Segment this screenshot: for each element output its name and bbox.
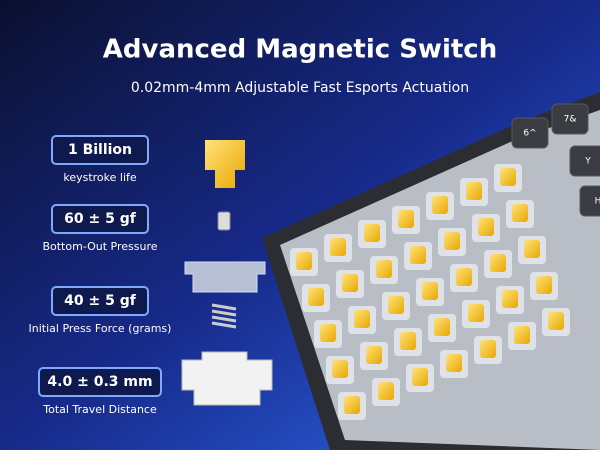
subtitle: 0.02mm-4mm Adjustable Fast Esports Actua… <box>131 80 469 96</box>
keyboard: 6^ 7&Y H <box>262 92 600 450</box>
spec-label: Initial Press Force (grams) <box>29 322 172 335</box>
switch-stem <box>490 254 506 272</box>
keycap-label: H <box>595 197 600 207</box>
switch-stem <box>456 268 472 286</box>
spec-box <box>51 204 149 234</box>
spec-value: 1 Billion <box>68 142 132 158</box>
switch-stem <box>500 168 516 186</box>
switch-stem <box>548 312 564 330</box>
keycap-label: Y <box>584 157 591 167</box>
switch-stem <box>444 232 460 250</box>
spec-label: Bottom-Out Pressure <box>42 240 157 253</box>
spec-value: 4.0 ± 0.3 mm <box>47 374 152 390</box>
switch-stem <box>400 332 416 350</box>
switch-stem <box>308 288 324 306</box>
switch-stem <box>366 346 382 364</box>
keycap <box>579 185 600 217</box>
keycap-label: 6^ <box>523 129 536 139</box>
title: Advanced Magnetic Switch <box>103 35 497 65</box>
switch-stem <box>344 396 360 414</box>
switch-stem <box>478 218 494 236</box>
switch-stem <box>330 238 346 256</box>
keycap <box>551 103 589 135</box>
switch-stem <box>432 196 448 214</box>
spec-value: 40 ± 5 gf <box>64 293 137 309</box>
switch-parts <box>181 140 273 406</box>
switch-stem <box>342 274 358 292</box>
switch-stem <box>536 276 552 294</box>
switch-stem <box>320 324 336 342</box>
switch-stem <box>512 204 528 222</box>
switch-stem <box>422 282 438 300</box>
switch-stem <box>410 246 426 264</box>
switch-stem <box>296 252 312 270</box>
spec-box <box>51 286 149 316</box>
spec-label: Total Travel Distance <box>42 403 157 416</box>
switch-stem <box>466 182 482 200</box>
keycap <box>569 145 600 177</box>
switch-stem <box>468 304 484 322</box>
switch-stem <box>446 354 462 372</box>
switch-stem <box>388 296 404 314</box>
keycap-label: 7& <box>564 115 577 125</box>
spec-box <box>51 135 149 165</box>
switch-stem <box>376 260 392 278</box>
spec-box <box>38 367 162 397</box>
switch-stem <box>514 326 530 344</box>
switch-stem <box>434 318 450 336</box>
spec-value: 60 ± 5 gf <box>64 211 137 227</box>
switch-stem <box>354 310 370 328</box>
switch-stem <box>412 368 428 386</box>
switch-stem <box>480 340 496 358</box>
switch-stem <box>332 360 348 378</box>
keycap <box>511 117 549 149</box>
switch-stem <box>378 382 394 400</box>
switch-stem <box>398 210 414 228</box>
switch-stem <box>524 240 540 258</box>
switch-stem <box>364 224 380 242</box>
switch-stem <box>502 290 518 308</box>
spec-label: keystroke life <box>63 171 137 184</box>
